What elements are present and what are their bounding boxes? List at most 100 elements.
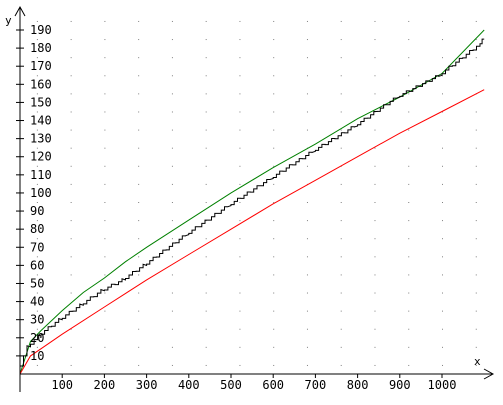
- grid-dot: [340, 364, 342, 366]
- grid-dot: [138, 238, 140, 240]
- y-tick-label: 160: [30, 77, 52, 91]
- grid-dot: [104, 220, 106, 222]
- grid-dot: [205, 93, 207, 95]
- grid-dot: [36, 111, 38, 113]
- grid-dot: [239, 129, 241, 131]
- grid-dot: [239, 39, 241, 41]
- y-tick-label: 120: [30, 150, 52, 164]
- grid-dot: [374, 256, 376, 258]
- grid-dot: [273, 238, 275, 240]
- grid-dot: [205, 328, 207, 330]
- grid-dot: [340, 129, 342, 131]
- y-tick-label: 100: [30, 186, 52, 200]
- grid-dot: [273, 256, 275, 258]
- grid-dot: [70, 220, 72, 222]
- grid-dot: [239, 256, 241, 258]
- grid-dot: [104, 129, 106, 131]
- grid-dot: [374, 364, 376, 366]
- grid-dot: [475, 75, 477, 77]
- grid-dot: [475, 364, 477, 366]
- grid-dot: [340, 292, 342, 294]
- y-tick-label: 150: [30, 95, 52, 109]
- y-tick-label: 50: [30, 276, 44, 290]
- grid-dot: [306, 57, 308, 59]
- grid-dot: [408, 57, 410, 59]
- grid-dot: [408, 238, 410, 240]
- grid-dot: [171, 20, 173, 22]
- grid-dot: [104, 202, 106, 203]
- grid-dot: [374, 346, 376, 348]
- grid-dot: [171, 111, 173, 113]
- grid-dot: [205, 111, 207, 113]
- grid-dot: [205, 292, 207, 294]
- y-tick-label: 30: [30, 313, 44, 327]
- grid-dot: [475, 292, 477, 294]
- grid-dot: [138, 220, 140, 222]
- grid-dot: [306, 75, 308, 77]
- grid-dot: [442, 39, 443, 41]
- grid-dot: [340, 75, 342, 77]
- grid-dot: [306, 310, 308, 312]
- grid-dot: [374, 129, 376, 131]
- grid-dot: [36, 310, 38, 312]
- grid-dot: [306, 238, 308, 240]
- grid-dot: [138, 310, 140, 312]
- grid-dot: [374, 165, 376, 167]
- grid-dot: [104, 93, 106, 95]
- grid-dot: [340, 57, 342, 59]
- grid-dot: [306, 165, 308, 167]
- grid-dot: [374, 57, 376, 59]
- grid-dot: [70, 328, 72, 330]
- grid-dot: [104, 75, 106, 77]
- grid-dot: [36, 202, 38, 203]
- grid-dot: [104, 111, 106, 113]
- grid-dot: [70, 111, 72, 113]
- x-axis-arrow: [483, 368, 495, 380]
- grid-dot: [138, 111, 140, 113]
- grid-dot: [205, 274, 207, 276]
- grid-dot: [408, 183, 410, 185]
- grid-dot: [138, 256, 140, 258]
- grid: [36, 20, 477, 366]
- grid-dot: [306, 129, 308, 131]
- grid-dot: [239, 310, 241, 312]
- grid-dot: [138, 346, 140, 348]
- grid-dot: [408, 20, 410, 22]
- series-line: [19, 89, 485, 375]
- grid-dot: [273, 165, 275, 167]
- grid-dot: [475, 328, 477, 330]
- grid-dot: [374, 292, 376, 294]
- x-axis-label: x: [474, 355, 481, 368]
- grid-dot: [36, 20, 38, 22]
- grid-dot: [475, 129, 477, 131]
- grid-dot: [442, 183, 443, 185]
- grid-dot: [239, 57, 241, 59]
- grid-dot: [273, 111, 275, 113]
- grid-dot: [408, 256, 410, 258]
- grid-dot: [138, 292, 140, 294]
- y-axis-arrow: [14, 5, 26, 17]
- x-tick-label: 200: [94, 378, 116, 392]
- grid-dot: [70, 129, 72, 131]
- grid-dot: [475, 39, 477, 41]
- grid-dot: [306, 93, 308, 95]
- grid-dot: [442, 147, 443, 149]
- grid-dot: [374, 183, 376, 185]
- grid-dot: [475, 111, 477, 113]
- grid-dot: [171, 129, 173, 131]
- grid-dot: [70, 183, 72, 185]
- grid-dot: [273, 328, 275, 330]
- y-tick-label: 130: [30, 132, 52, 146]
- grid-dot: [205, 202, 207, 203]
- grid-dot: [408, 75, 410, 77]
- grid-dot: [408, 346, 410, 348]
- grid-dot: [205, 256, 207, 258]
- grid-dot: [239, 292, 241, 294]
- grid-dot: [408, 292, 410, 294]
- grid-dot: [408, 147, 410, 149]
- grid-dot: [374, 310, 376, 312]
- grid-dot: [239, 93, 241, 95]
- grid-dot: [239, 274, 241, 276]
- grid-dot: [138, 75, 140, 77]
- grid-dot: [104, 328, 106, 330]
